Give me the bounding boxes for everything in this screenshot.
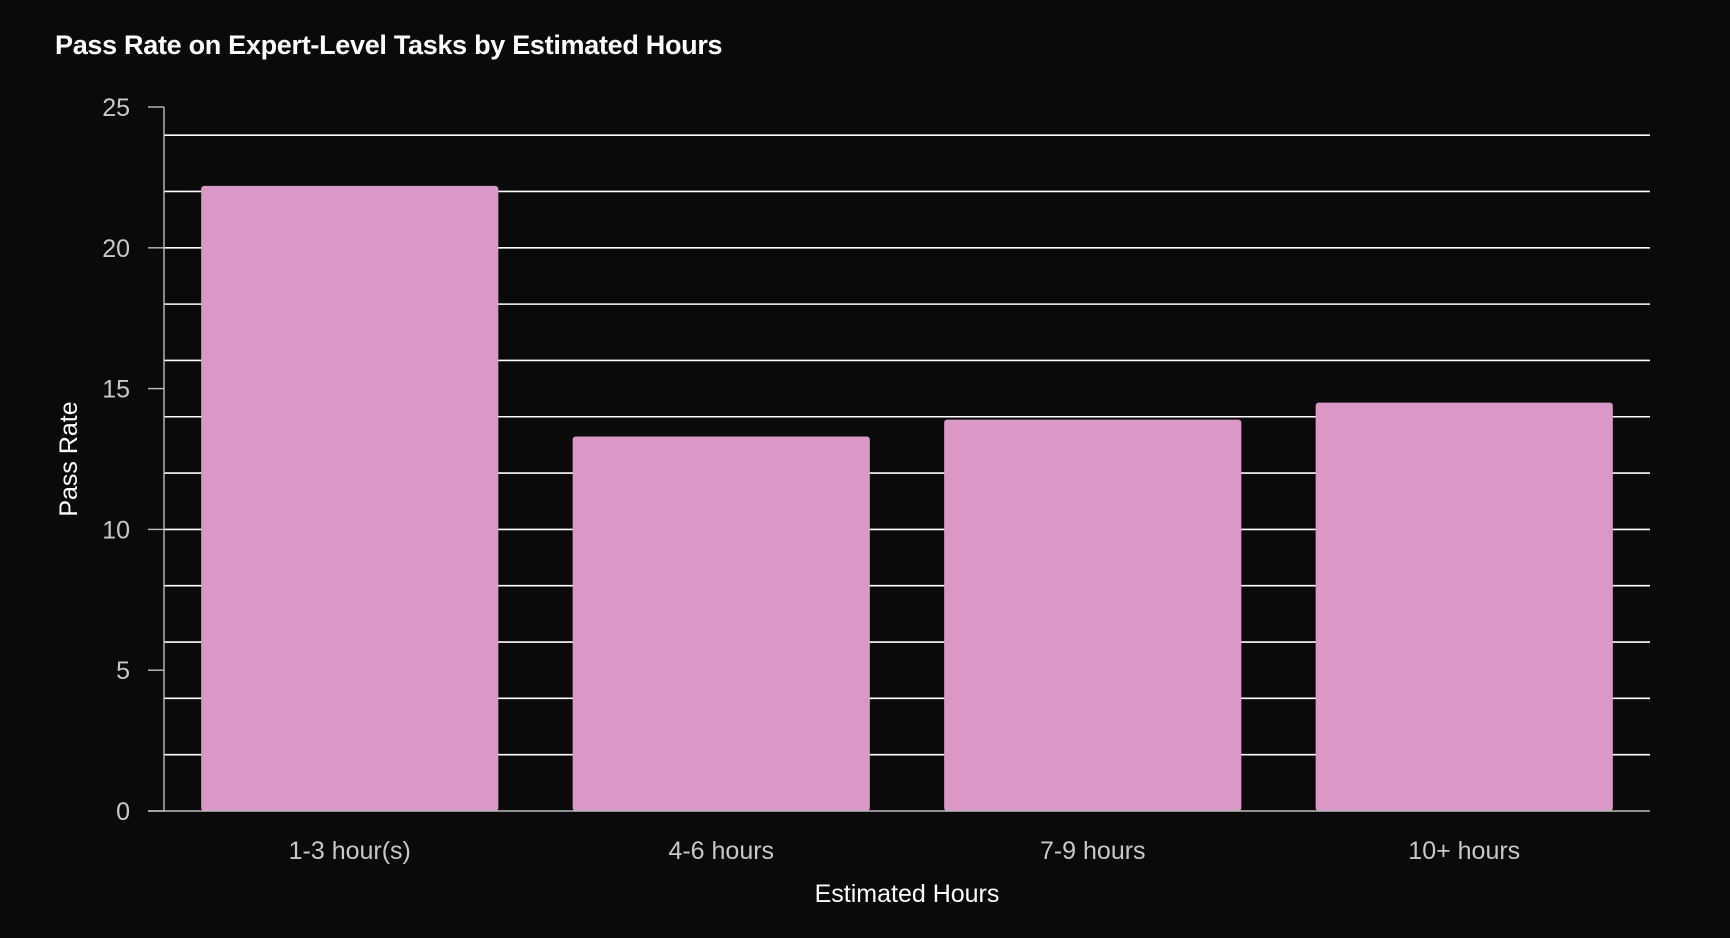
bar (201, 185, 499, 811)
bars (201, 185, 1613, 811)
x-tick-label: 4-6 hours (668, 837, 774, 865)
y-tick-label: 20 (102, 235, 130, 263)
x-tick-label: 10+ hours (1408, 837, 1520, 865)
chart-title: Pass Rate on Expert-Level Tasks by Estim… (55, 30, 723, 60)
y-axis-title: Pass Rate (55, 401, 83, 516)
y-tick-label: 15 (102, 376, 130, 404)
y-tick-label: 25 (102, 94, 130, 122)
x-axis-ticks: 1-3 hour(s) 4-6 hours 7-9 hours 10+ hours (289, 837, 1521, 865)
bar (1315, 402, 1613, 811)
x-axis-title: Estimated Hours (815, 880, 1000, 908)
bar (572, 436, 870, 811)
x-tick-label: 1-3 hour(s) (289, 837, 411, 865)
y-tick-label: 10 (102, 516, 130, 544)
x-tick-label: 7-9 hours (1040, 837, 1146, 865)
bar (944, 419, 1242, 811)
y-axis-ticks: 0 5 10 15 20 25 (102, 94, 164, 826)
y-tick-label: 5 (116, 657, 130, 685)
y-tick-label: 0 (116, 798, 130, 826)
